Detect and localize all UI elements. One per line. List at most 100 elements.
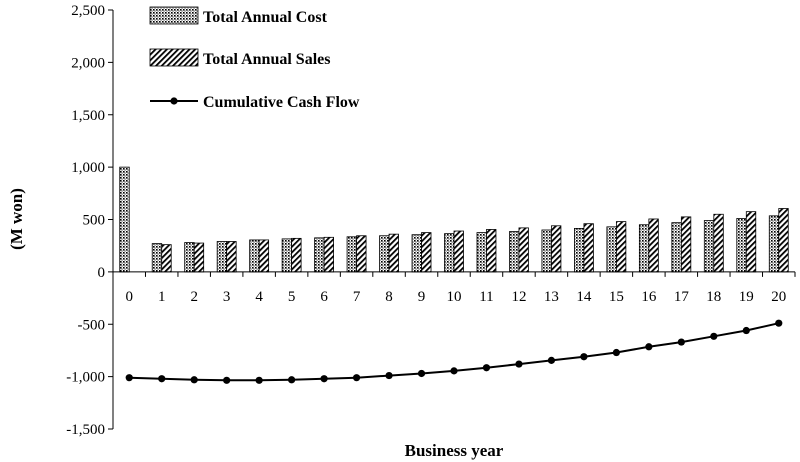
legend: Total Annual Cost Total Annual Sales Cum… (149, 6, 360, 111)
bar-total-annual-sales (388, 233, 399, 273)
bar-total-annual-cost (541, 229, 552, 273)
x-tick-label: 14 (576, 289, 592, 305)
bar-total-annual-cost (346, 236, 357, 273)
y-tick-label: 500 (83, 213, 106, 229)
y-tick-label: -500 (78, 317, 106, 333)
cumulative-cash-flow-point (515, 360, 523, 368)
x-tick-label: 15 (609, 289, 624, 305)
x-tick-label: 10 (447, 289, 462, 305)
x-tick-label: 12 (511, 289, 526, 305)
x-tick-label: 4 (255, 289, 263, 305)
y-axis-title: (M won) (7, 188, 26, 250)
cumulative-cash-flow-point (450, 367, 458, 375)
legend-swatch-marker (170, 97, 178, 105)
bar-total-annual-cost (411, 234, 422, 273)
x-tick-label: 17 (674, 289, 690, 305)
bar-total-annual-cost (119, 166, 130, 273)
bar-total-annual-cost (216, 241, 228, 273)
bar-total-annual-sales (323, 236, 334, 273)
bar-total-annual-cost (574, 228, 585, 273)
bar-total-annual-sales (193, 242, 205, 273)
x-axis: 0 1 2 3 4 5 6 7 8 9 10 11 12 13 14 15 16 17 18 19 20 (112, 271, 796, 305)
y-tick-label: 1,000 (71, 160, 105, 176)
y-tick-label: -1,500 (66, 422, 105, 438)
cumulative-cash-flow-point (710, 332, 718, 340)
x-tick-label: 0 (125, 289, 133, 305)
bar-total-annual-cost (151, 243, 163, 273)
bar-total-annual-sales (745, 211, 757, 273)
cumulative-cash-flow-point (255, 376, 263, 384)
x-tick-label: 16 (641, 289, 657, 305)
x-tick-label: 18 (706, 289, 721, 305)
bar-total-annual-cost (638, 224, 650, 273)
bar-total-annual-sales (583, 223, 594, 273)
bars (119, 166, 789, 273)
cumulative-cash-flow-point (158, 375, 166, 383)
x-tick-label: 1 (158, 289, 166, 305)
legend-label-total-annual-cost: Total Annual Cost (203, 9, 328, 26)
bar-total-annual-cost (509, 231, 520, 273)
bar-total-annual-sales (713, 213, 724, 273)
cumulative-cash-flow-point (288, 376, 296, 384)
cumulative-cash-flow-point (677, 338, 685, 346)
legend-swatch-total-annual-cost (149, 6, 199, 25)
y-tick-label: 0 (98, 265, 106, 281)
bar-total-annual-cost (281, 238, 293, 273)
x-tick-label: 9 (418, 289, 426, 305)
cumulative-cash-flow-point (580, 353, 588, 361)
cumulative-cash-flow-point (190, 376, 198, 384)
bar-total-annual-sales (356, 235, 367, 273)
bar-total-annual-cost (768, 215, 780, 273)
cumulative-cash-flow-point (417, 369, 426, 378)
bar-total-annual-sales (453, 230, 464, 273)
bar-total-annual-sales (258, 239, 270, 273)
bar-total-annual-cost (606, 226, 617, 273)
bar-total-annual-cost (184, 242, 195, 273)
legend-swatch-total-annual-sales (149, 48, 199, 67)
cumulative-cash-flow-series (125, 319, 783, 384)
bar-total-annual-cost (476, 232, 487, 273)
x-tick-label: 6 (320, 289, 328, 305)
cumulative-cash-flow-point (482, 364, 491, 372)
bar-total-annual-sales (291, 237, 302, 273)
x-tick-label: 19 (739, 289, 754, 305)
bar-total-annual-sales (161, 244, 172, 273)
cumulative-cash-flow-point (223, 376, 231, 384)
x-tick-label: 2 (190, 289, 198, 305)
bar-total-annual-sales (226, 241, 237, 273)
x-tick-label: 5 (288, 289, 296, 305)
x-tick-label: 8 (385, 289, 393, 305)
bar-total-annual-cost (379, 235, 390, 273)
legend-label-cumulative-cash-flow: Cumulative Cash Flow (203, 94, 360, 111)
bar-total-annual-sales (518, 227, 529, 273)
bar-total-annual-sales (648, 218, 659, 273)
cumulative-cash-flow-point (385, 371, 393, 380)
y-tick-label: -1,000 (66, 370, 105, 386)
x-tick-label: 3 (223, 289, 231, 305)
bar-total-annual-cost (703, 220, 715, 273)
x-tick-label: 11 (479, 289, 493, 305)
cumulative-cash-flow-point (125, 374, 133, 382)
cumulative-cash-flow-point (320, 375, 328, 383)
bar-total-annual-sales (486, 229, 497, 273)
cumulative-cash-flow-point (547, 356, 556, 364)
y-axis: 2,500 2,000 1,500 1,000 500 0 -500 -1,000 -1,500 (66, 3, 114, 438)
cumulative-cash-flow-point (645, 343, 653, 351)
bar-total-annual-cost (314, 237, 325, 273)
bar-total-annual-cost (249, 239, 260, 273)
bar-total-annual-cost (671, 222, 682, 273)
cumulative-cash-flow-point (352, 374, 361, 382)
bar-total-annual-cost (736, 218, 747, 273)
bar-total-annual-sales (615, 221, 627, 273)
cumulative-cash-flow-point (742, 326, 750, 335)
x-axis-title: Business year (405, 441, 504, 460)
bar-total-annual-sales (680, 216, 692, 273)
y-tick-label: 2,500 (71, 3, 105, 19)
x-tick-label: 7 (353, 289, 361, 305)
y-tick-label: 2,000 (71, 55, 105, 71)
x-tick-label: 13 (544, 289, 559, 305)
cumulative-cash-flow-point (612, 348, 620, 357)
legend-label-total-annual-sales: Total Annual Sales (203, 51, 330, 68)
bar-total-annual-sales (551, 225, 562, 273)
